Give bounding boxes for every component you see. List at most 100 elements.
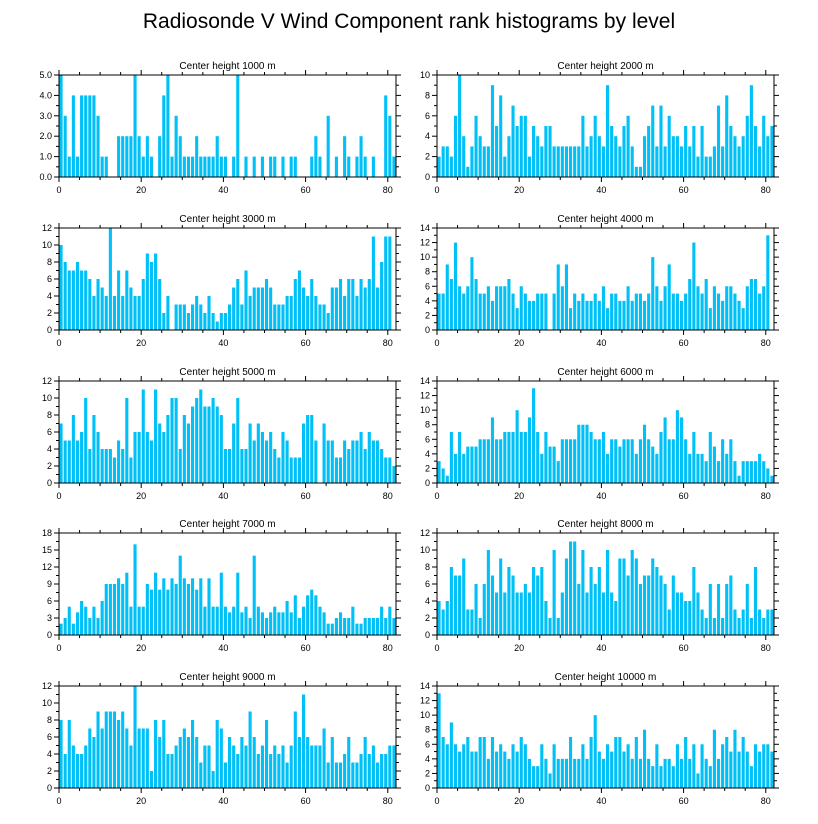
- bar: [133, 296, 137, 330]
- bar: [577, 300, 581, 330]
- x-tick-label: 20: [136, 185, 146, 195]
- bar: [236, 398, 240, 483]
- y-tick-label: 3.0: [39, 111, 52, 121]
- bar: [647, 126, 651, 177]
- bar: [622, 751, 626, 788]
- bar: [437, 293, 441, 330]
- bar: [293, 156, 297, 177]
- bar: [601, 758, 605, 788]
- bar: [647, 758, 651, 788]
- x-tick-label: 0: [56, 338, 61, 348]
- panel-title: Center height 5000 m: [179, 367, 275, 378]
- bar: [753, 744, 758, 788]
- bar: [515, 592, 519, 635]
- y-tick-label: 2: [425, 768, 430, 778]
- bar: [141, 389, 145, 483]
- y-tick-label: 12: [42, 376, 52, 386]
- y-tick-label: 4: [47, 444, 52, 454]
- bar: [622, 439, 626, 483]
- bar: [178, 304, 182, 330]
- bar: [737, 300, 741, 330]
- bar: [149, 771, 154, 788]
- bar: [281, 432, 285, 483]
- y-tick-label: 12: [420, 528, 430, 538]
- bar: [112, 584, 117, 635]
- bar: [597, 300, 601, 330]
- x-tick-label: 0: [434, 491, 439, 501]
- bar: [634, 166, 638, 177]
- bar: [712, 446, 716, 483]
- x-tick-label: 80: [383, 796, 393, 806]
- bar: [704, 279, 708, 330]
- bar: [523, 744, 527, 788]
- bar: [203, 745, 207, 788]
- bar: [527, 417, 532, 483]
- bar: [733, 293, 737, 330]
- bar: [322, 612, 326, 635]
- bar: [527, 592, 532, 635]
- bar: [347, 156, 351, 177]
- bar: [269, 156, 273, 177]
- bar: [606, 308, 610, 330]
- bar: [191, 406, 195, 483]
- bar: [679, 592, 684, 635]
- y-tick-label: 3: [47, 613, 52, 623]
- y-tick-label: 10: [420, 70, 430, 80]
- y-tick-label: 8: [425, 420, 430, 430]
- bar: [363, 737, 367, 788]
- bar: [651, 766, 655, 788]
- bar: [219, 156, 223, 177]
- bar: [581, 293, 585, 330]
- bar: [462, 136, 466, 177]
- bar: [482, 293, 486, 330]
- bar: [133, 432, 137, 483]
- bar: [478, 293, 482, 330]
- bar: [507, 432, 511, 483]
- bar: [716, 461, 721, 483]
- bar: [762, 115, 766, 177]
- bar: [145, 728, 149, 788]
- bar: [663, 146, 667, 177]
- bar: [712, 618, 716, 635]
- bar: [67, 270, 71, 330]
- bar: [770, 609, 774, 635]
- bar: [260, 156, 264, 177]
- bar: [675, 136, 679, 177]
- bar: [749, 461, 753, 483]
- bar: [515, 410, 519, 483]
- bar: [581, 744, 585, 788]
- bar: [437, 156, 441, 177]
- bar: [100, 156, 104, 177]
- y-tick-label: 2: [425, 463, 430, 473]
- bar: [256, 287, 260, 330]
- bar: [318, 745, 322, 788]
- bar: [359, 432, 363, 483]
- bar: [236, 754, 240, 788]
- y-tick-label: 4: [47, 291, 52, 301]
- bar: [166, 589, 170, 635]
- bar: [618, 146, 622, 177]
- bar: [318, 606, 322, 635]
- x-tick-label: 20: [514, 185, 524, 195]
- bar: [523, 432, 527, 483]
- bar: [597, 136, 601, 177]
- bar: [569, 737, 573, 788]
- bar: [589, 737, 593, 788]
- bar: [117, 578, 121, 635]
- bar: [478, 737, 482, 788]
- bar: [700, 293, 704, 330]
- bar: [215, 136, 219, 177]
- bar: [745, 584, 749, 635]
- bar: [642, 424, 647, 483]
- x-tick-label: 0: [56, 185, 61, 195]
- bar: [540, 453, 544, 483]
- x-tick-label: 40: [596, 185, 606, 195]
- bar: [388, 236, 392, 330]
- bar: [499, 744, 503, 788]
- bar: [610, 751, 614, 788]
- bar: [129, 287, 133, 330]
- bar: [490, 85, 495, 177]
- bar: [606, 85, 610, 177]
- bar: [269, 612, 273, 635]
